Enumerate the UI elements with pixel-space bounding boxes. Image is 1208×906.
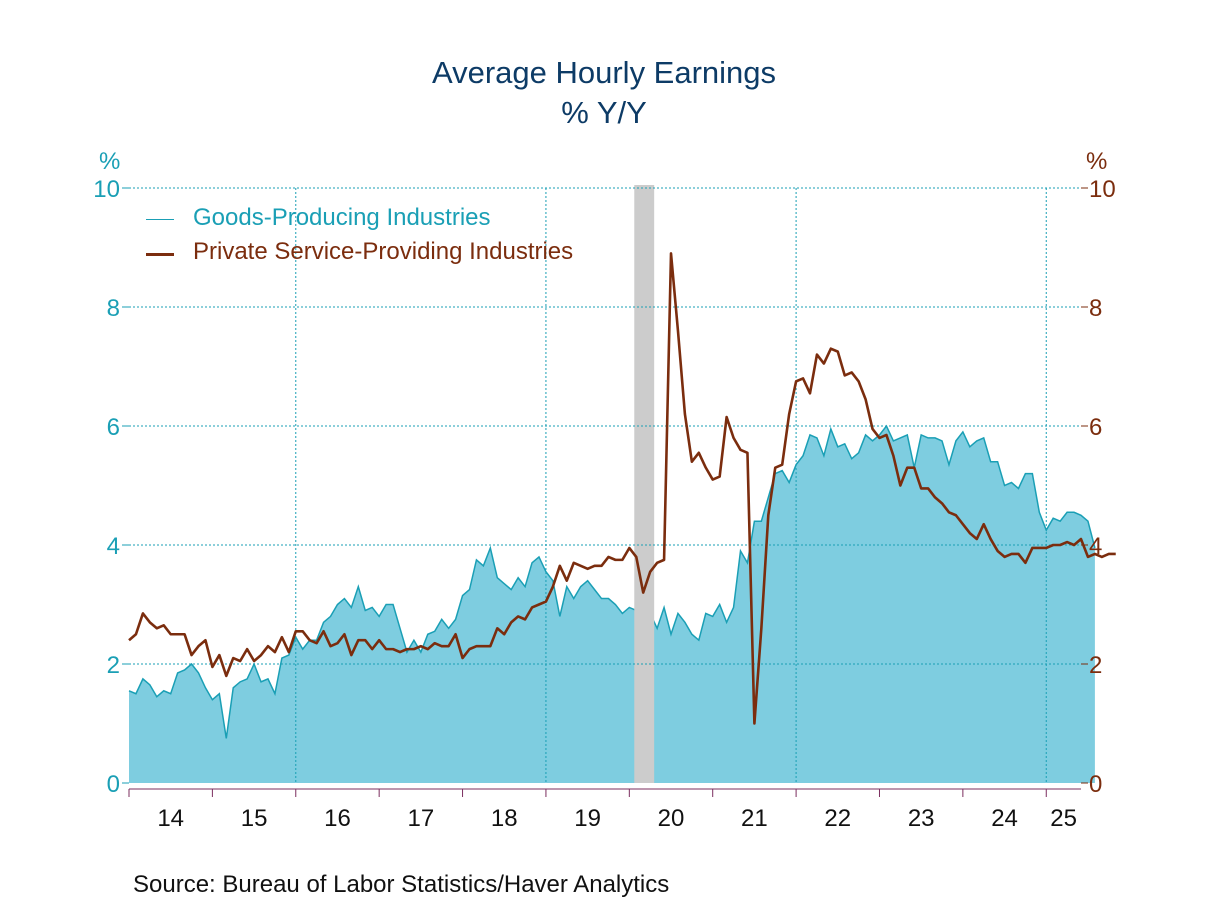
x-tick-label: 25 bbox=[1050, 805, 1077, 832]
x-tick-label: 20 bbox=[658, 805, 685, 832]
services-line bbox=[128, 252, 1116, 725]
legend-label-services: Private Service-Providing Industries bbox=[193, 238, 574, 265]
recession-layer bbox=[634, 185, 655, 783]
left-y-tick-label: 0 bbox=[107, 771, 120, 798]
recession-band bbox=[634, 185, 655, 783]
left-y-tick-label: 4 bbox=[107, 533, 120, 560]
x-tick-label: 19 bbox=[574, 805, 601, 832]
source-note: Source: Bureau of Labor Statistics/Haver… bbox=[133, 871, 670, 898]
series-line-layer bbox=[128, 252, 1116, 725]
right-y-tick-label: 4 bbox=[1089, 533, 1102, 560]
left-y-tick-label: 6 bbox=[107, 414, 120, 441]
grid-layer bbox=[129, 187, 1081, 783]
goods-area bbox=[129, 426, 1095, 783]
right-y-tick-label: 6 bbox=[1089, 414, 1102, 441]
chart-title: Average Hourly Earnings bbox=[431, 55, 777, 90]
left-y-tick-label: 2 bbox=[107, 652, 120, 679]
left-axis-unit: % bbox=[99, 148, 121, 175]
right-y-tick-label: 0 bbox=[1089, 771, 1102, 798]
chart-subtitle: % Y/Y bbox=[561, 95, 647, 130]
left-y-tick-label: 10 bbox=[93, 176, 120, 203]
legend-swatch-goods bbox=[146, 219, 174, 220]
right-y-tick-label: 10 bbox=[1089, 176, 1116, 203]
x-tick-label: 14 bbox=[157, 805, 184, 832]
x-tick-label: 23 bbox=[908, 805, 935, 832]
right-y-tick-label: 8 bbox=[1089, 295, 1102, 322]
x-tick-label: 15 bbox=[241, 805, 268, 832]
legend-label-goods: Goods-Producing Industries bbox=[193, 204, 491, 231]
x-tick-label: 21 bbox=[741, 805, 768, 832]
x-tick-label: 24 bbox=[991, 805, 1018, 832]
right-y-tick-label: 2 bbox=[1089, 652, 1102, 679]
axis-layer bbox=[122, 187, 1088, 797]
x-tick-label: 16 bbox=[324, 805, 351, 832]
legend-swatch-services bbox=[146, 253, 174, 256]
x-tick-label: 22 bbox=[824, 805, 851, 832]
x-tick-label: 18 bbox=[491, 805, 518, 832]
right-axis-unit: % bbox=[1086, 148, 1108, 175]
left-y-tick-label: 8 bbox=[107, 295, 120, 322]
x-tick-label: 17 bbox=[408, 805, 435, 832]
